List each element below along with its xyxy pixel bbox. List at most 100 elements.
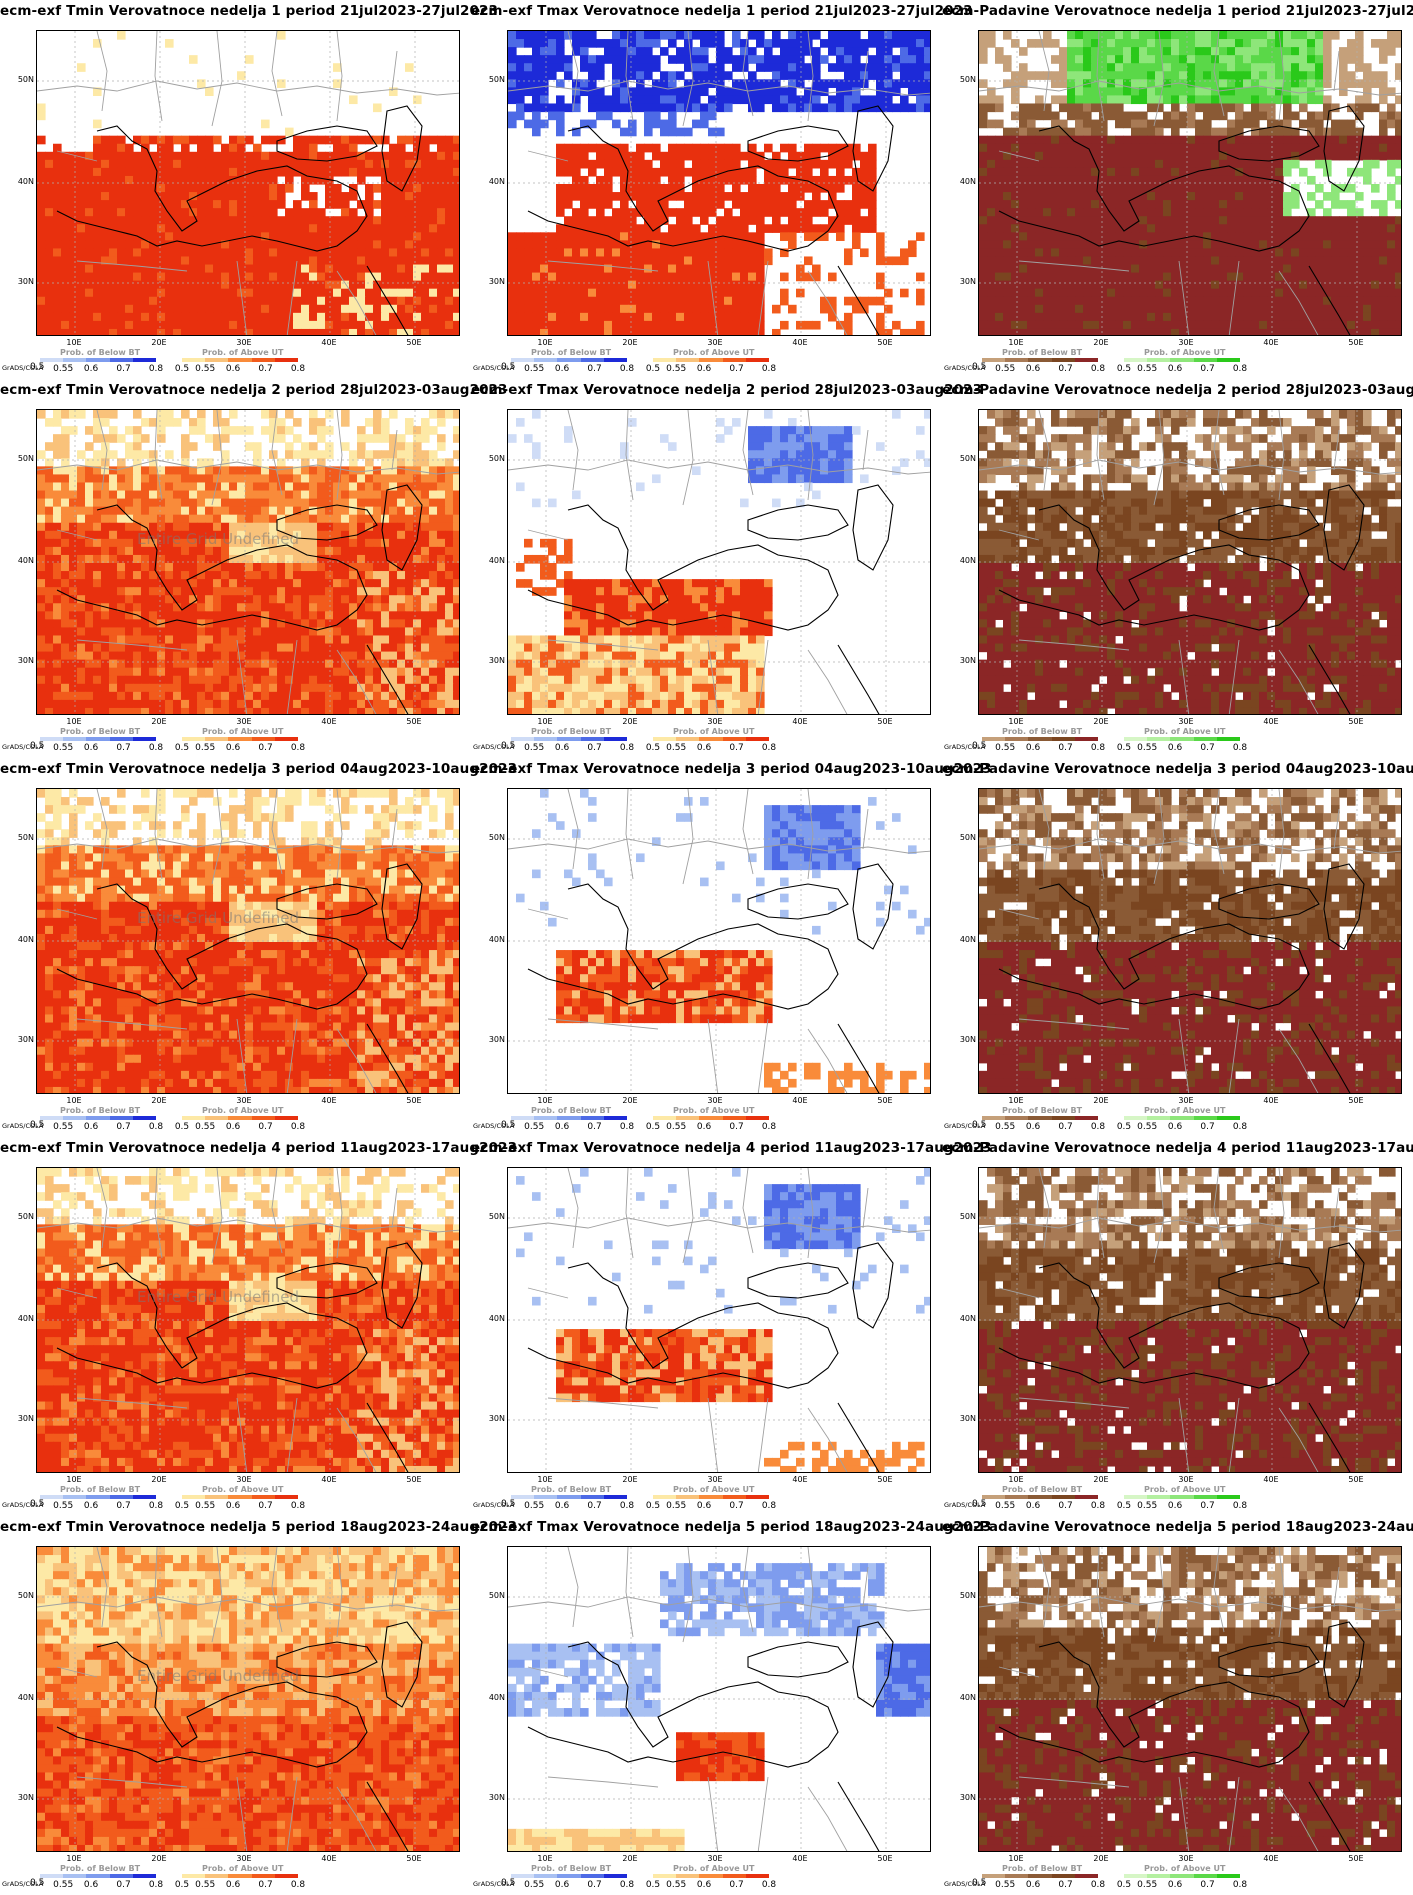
grid-cell [149,256,158,266]
grid-cell [748,31,757,40]
grid-cell [564,143,573,153]
grid-cell [612,151,621,161]
grid-cell [1251,39,1260,48]
grid-cell [1171,216,1180,225]
grid-cell [1139,192,1148,201]
grid-cell [1355,95,1364,105]
grid-cell [1195,240,1204,250]
grid-cell [604,200,613,209]
grid-cell [1387,87,1396,97]
grid-cell [1171,264,1180,274]
grid-cell [389,159,398,169]
grid-cell [564,224,573,233]
grid-cell [1187,296,1196,306]
grid-cell [628,127,637,137]
grid-cell [437,184,446,193]
grid-cell [1195,95,1204,105]
grid-cell [1203,143,1212,153]
grid-cell [1251,192,1260,201]
grid-cell [261,482,270,492]
grid-cell [1371,216,1380,225]
grid-cell [516,296,525,306]
grid-cell [1323,288,1332,298]
grid-cell [1115,103,1124,113]
grid-cell [748,151,757,161]
grid-cell [1155,95,1164,105]
grid-cell [109,272,118,282]
grid-cell [748,143,757,153]
grid-cell [229,474,238,484]
grid-cell [389,264,398,274]
grid-cell [1123,71,1132,80]
grid-cell [1163,71,1172,80]
grid-cell [285,320,294,330]
grid-cell [405,200,414,209]
grid-cell [261,320,270,330]
grid-cell [916,103,925,113]
grid-cell [1163,135,1172,145]
grid-cell [413,458,422,467]
grid-cell [1075,151,1084,161]
grid-cell [101,256,110,266]
grid-cell [53,184,62,193]
grid-cell [69,167,78,177]
grid-cell [995,248,1004,258]
grid-cell [429,200,438,209]
grid-cell [548,256,557,266]
grid-cell [1003,184,1012,193]
grid-cell [756,31,765,40]
grid-cell [317,466,326,476]
grid-cell [812,232,821,241]
grid-cell [684,47,693,56]
grid-cell [612,272,621,282]
grid-cell [564,232,573,241]
grid-cell [908,328,917,335]
grid-cell [1363,151,1372,161]
grid-cell [1259,192,1268,201]
grid-cell [269,192,278,201]
grid-cell [1315,320,1324,330]
grid-cell [325,224,334,233]
grid-cell [620,328,629,335]
grid-cell [133,304,142,314]
grid-cell [109,175,118,185]
grid-cell [117,474,126,484]
grid-cell [277,192,286,201]
grid-cell [1163,224,1172,233]
grid-cell [421,482,430,492]
grid-cell [205,208,214,217]
grid-cell [61,466,70,476]
grid-cell [668,264,677,274]
grid-cell [85,200,94,209]
legend-above: Prob. of Above UT 0.5 0.55 0.6 0.7 0.8 [175,348,318,376]
grid-cell [796,272,805,282]
legend-tick: 0.8 [149,364,163,374]
grid-cell [405,482,414,492]
grid-cell [716,256,725,266]
grid-cell [197,474,206,484]
grid-cell [1139,143,1148,153]
grid-cell [820,296,829,306]
grid-cell [189,167,198,177]
grid-cell [612,312,621,322]
grid-cell [1115,184,1124,193]
legend-tick: 0.6 [1168,364,1182,374]
grid-cell [1371,184,1380,193]
grid-cell [325,490,334,500]
grid-cell [213,232,222,241]
grid-cell [716,304,725,314]
grid-cell [804,87,813,97]
grid-cell [325,192,334,201]
grid-cell [1347,135,1356,145]
grid-cell [828,39,837,48]
grid-cell [1187,63,1196,72]
grid-cell [636,47,645,56]
grid-cell [1315,200,1324,209]
grid-cell [389,192,398,201]
grid-cell [349,248,358,258]
grid-cell [1115,95,1124,105]
grid-cell [516,328,525,335]
grid-cell [1027,111,1036,121]
legend-tick: 0.8 [1091,364,1105,374]
grid-cell [221,208,230,217]
